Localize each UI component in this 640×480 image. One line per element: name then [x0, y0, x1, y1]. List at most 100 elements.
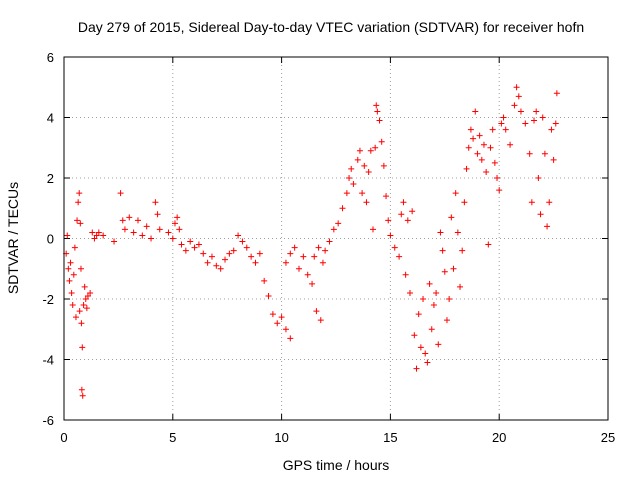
data-point — [380, 162, 387, 169]
data-point — [454, 229, 461, 236]
data-point — [68, 289, 75, 296]
data-point — [287, 250, 294, 257]
data-point — [517, 108, 524, 115]
data-point — [182, 247, 189, 254]
data-point — [489, 126, 496, 133]
data-point — [126, 214, 133, 221]
chart-title: Day 279 of 2015, Sidereal Day-to-day VTE… — [78, 19, 584, 35]
data-point — [200, 250, 207, 257]
data-point — [313, 308, 320, 315]
data-point — [300, 253, 307, 260]
data-point — [143, 223, 150, 230]
y-tick-label: 4 — [47, 111, 54, 126]
data-point — [304, 271, 311, 278]
data-point — [476, 132, 483, 139]
data-point — [544, 223, 551, 230]
y-tick-label: -2 — [42, 292, 54, 307]
data-point — [89, 229, 96, 236]
data-point — [335, 220, 342, 227]
data-point — [187, 238, 194, 245]
data-point — [269, 311, 276, 318]
data-point — [178, 241, 185, 248]
data-point — [367, 147, 374, 154]
data-point — [311, 253, 318, 260]
data-point — [282, 326, 289, 333]
data-point — [93, 232, 100, 239]
data-point — [87, 289, 94, 296]
data-point — [496, 187, 503, 194]
data-point — [287, 335, 294, 342]
data-point — [378, 138, 385, 145]
data-point — [465, 144, 472, 151]
data-point — [69, 302, 76, 309]
data-point — [239, 238, 246, 245]
data-point — [400, 199, 407, 206]
data-point — [387, 232, 394, 239]
data-point — [470, 135, 477, 142]
y-tick-label: -6 — [42, 413, 54, 428]
data-point — [413, 365, 420, 372]
data-point — [75, 199, 82, 206]
data-point — [121, 226, 128, 233]
data-point — [424, 359, 431, 366]
data-point — [515, 93, 522, 100]
data-point — [531, 117, 538, 124]
data-point — [439, 247, 446, 254]
data-point — [230, 247, 237, 254]
data-point — [417, 344, 424, 351]
data-point — [359, 190, 366, 197]
data-point — [291, 244, 298, 251]
data-point — [65, 265, 72, 272]
data-point — [494, 175, 501, 181]
data-point — [350, 181, 357, 188]
x-tick-label: 20 — [492, 430, 506, 445]
data-point — [346, 175, 353, 181]
data-point — [326, 238, 333, 245]
data-point — [391, 244, 398, 251]
data-point — [398, 211, 405, 218]
data-point — [119, 217, 126, 224]
data-point — [420, 296, 427, 302]
data-point — [502, 126, 509, 133]
data-point — [315, 244, 322, 251]
plot-frame — [63, 56, 609, 421]
data-point — [176, 226, 183, 233]
data-point — [235, 232, 242, 239]
data-point — [76, 190, 83, 197]
data-point — [483, 168, 490, 175]
data-point — [330, 226, 337, 233]
data-point — [478, 156, 485, 163]
data-point — [83, 305, 90, 312]
data-point — [278, 314, 285, 321]
data-point — [450, 265, 457, 272]
data-point — [446, 296, 453, 302]
data-point — [463, 165, 470, 172]
data-point — [134, 217, 141, 224]
data-point — [76, 308, 83, 315]
data-point — [402, 271, 409, 278]
data-point — [171, 220, 178, 227]
data-point — [71, 244, 78, 251]
data-point — [441, 268, 448, 275]
data-point — [77, 220, 84, 227]
data-point — [491, 159, 498, 166]
y-tick-label: 6 — [47, 50, 54, 65]
data-point — [552, 120, 559, 127]
data-point — [139, 232, 146, 239]
data-point — [354, 156, 361, 163]
data-point — [474, 150, 481, 157]
data-point — [148, 235, 155, 242]
data-point — [369, 226, 376, 233]
data-point — [526, 150, 533, 157]
data-point — [415, 311, 422, 318]
data-point — [537, 211, 544, 218]
data-point — [74, 217, 81, 224]
data-point — [95, 229, 102, 236]
data-point — [467, 126, 474, 133]
axis-ticks: 0 5 10 15 20 25 -6 -4 -2 0 2 4 6 — [42, 50, 615, 445]
data-point — [485, 241, 492, 248]
data-point — [79, 392, 86, 399]
data-point — [77, 265, 84, 272]
data-point — [70, 271, 77, 278]
